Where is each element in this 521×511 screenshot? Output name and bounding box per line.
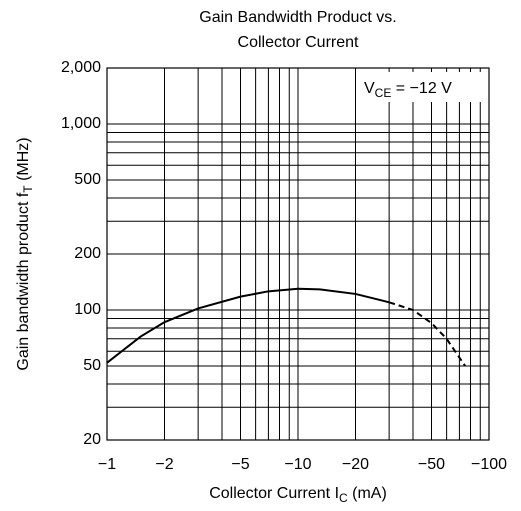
chart-title: Gain Bandwidth Product vs. — [199, 9, 396, 26]
annotation: VCE = −12 V — [364, 80, 452, 100]
y-label-main: Gain bandwidth product f — [15, 192, 32, 370]
y-tick-label: 200 — [74, 245, 101, 262]
x-label-sub: C — [339, 491, 348, 505]
y-tick-label: 1,000 — [61, 115, 101, 132]
x-label-main: Collector Current I — [209, 485, 339, 502]
y-axis-label: Gain bandwidth product fT (MHz) — [15, 137, 35, 370]
x-tick-label: −50 — [418, 456, 445, 473]
y-tick-label: 100 — [74, 301, 101, 318]
chart-title: Collector Current — [238, 34, 359, 51]
annotation-sub: CE — [375, 86, 392, 100]
x-label-tail: (mA) — [348, 485, 387, 502]
y-label-sub: T — [21, 185, 35, 193]
x-tick-label: −2 — [155, 456, 173, 473]
curve — [388, 301, 466, 367]
y-tick-label: 2,000 — [61, 59, 101, 76]
x-tick-label: −20 — [342, 456, 369, 473]
x-axis-label: Collector Current IC (mA) — [209, 485, 387, 505]
y-tick-label: 50 — [83, 357, 101, 374]
annotation-tail: = −12 V — [391, 80, 452, 97]
x-tick-label: −5 — [231, 456, 249, 473]
y-label-tail: (MHz) — [15, 137, 32, 185]
curve — [106, 287, 390, 364]
annotation-box — [358, 72, 486, 102]
x-tick-label: −1 — [98, 456, 116, 473]
y-tick-label: 20 — [83, 431, 101, 448]
x-tick-label: −10 — [284, 456, 311, 473]
annotation-main: V — [364, 80, 375, 97]
x-tick-label: −100 — [471, 456, 507, 473]
y-tick-label: 500 — [74, 171, 101, 188]
